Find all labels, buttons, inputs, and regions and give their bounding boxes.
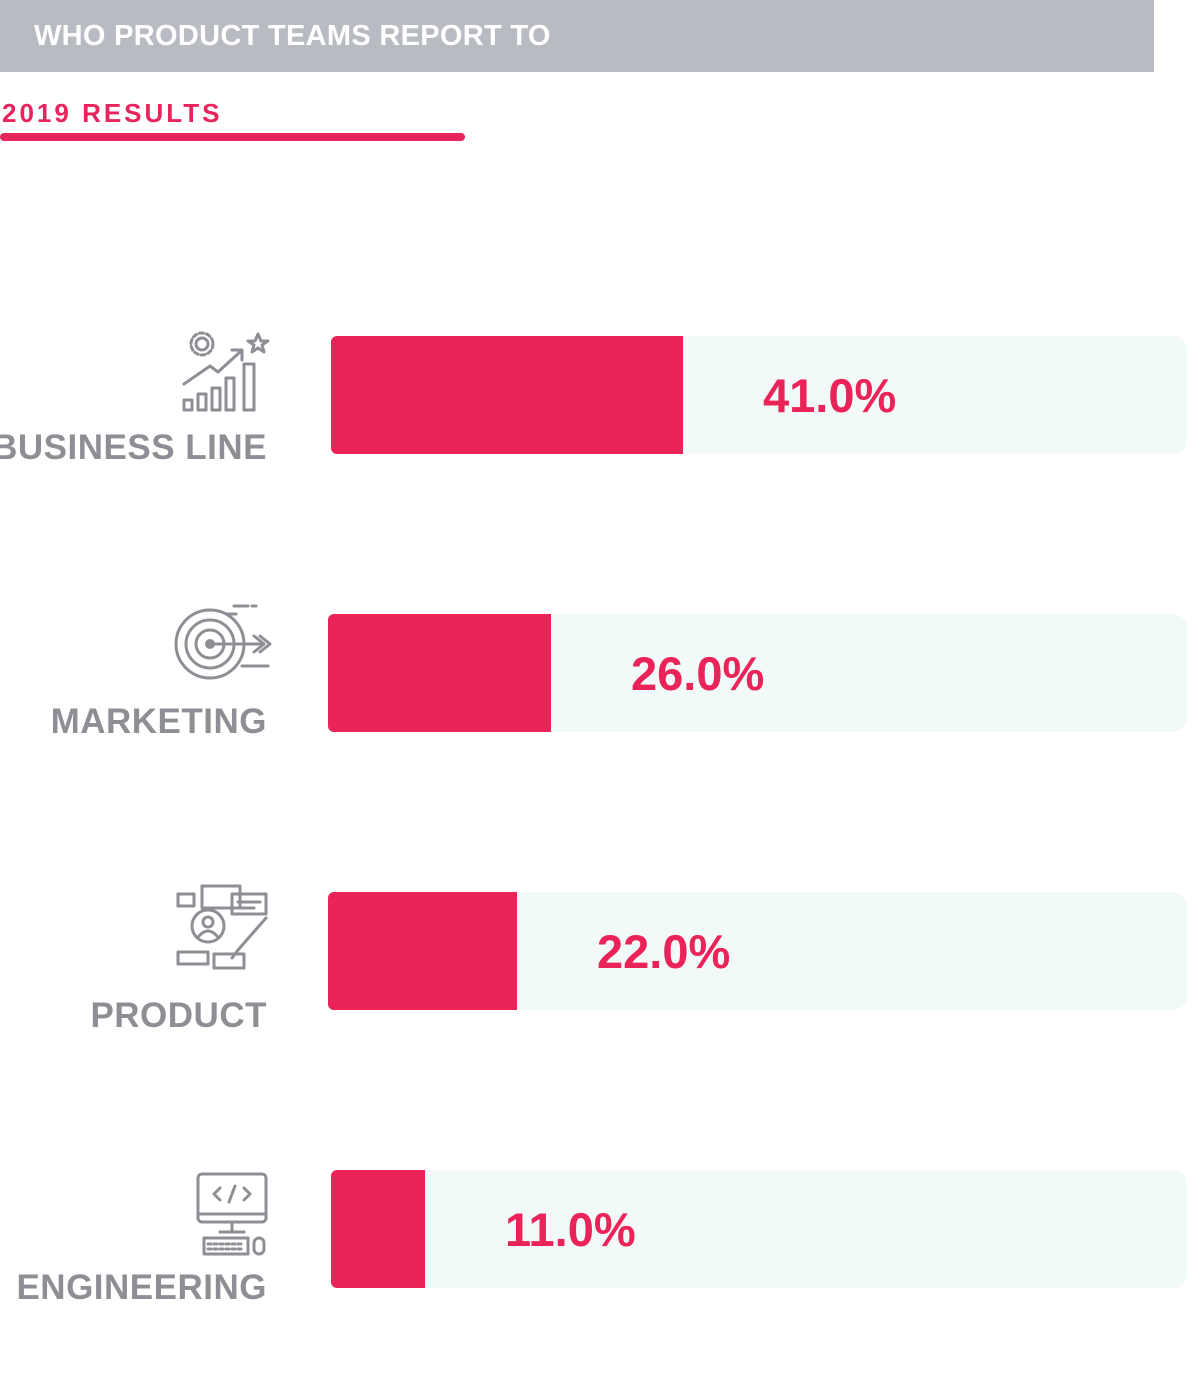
data-label: 41.0% <box>763 368 897 422</box>
growth-chart-icon <box>172 326 272 416</box>
product-design-icon <box>172 882 272 972</box>
bar-track: 41.0% <box>331 336 1187 454</box>
bar-row: ENGINEERING 11.0% <box>0 1158 1201 1318</box>
bar-row: PRODUCT 22.0% <box>0 880 1201 1040</box>
bar-track: 22.0% <box>328 892 1187 1010</box>
results-subtitle: 2019 RESULTS <box>2 98 223 128</box>
data-label: 26.0% <box>631 646 765 700</box>
bar <box>331 336 683 454</box>
category-label: ENGINEERING <box>16 1268 267 1307</box>
bar-track: 26.0% <box>328 614 1187 732</box>
header-bar: WHO PRODUCT TEAMS REPORT TO <box>0 0 1154 72</box>
data-label: 22.0% <box>597 924 731 978</box>
page-title: WHO PRODUCT TEAMS REPORT TO <box>34 20 551 52</box>
bar <box>328 614 551 732</box>
bar <box>328 892 517 1010</box>
data-label: 11.0% <box>505 1202 636 1256</box>
target-icon <box>172 596 272 686</box>
category-label: PRODUCT <box>90 996 267 1035</box>
category-label: BUSINESS LINE <box>0 428 267 467</box>
bar <box>331 1170 425 1288</box>
bar-track: 11.0% <box>331 1170 1187 1288</box>
bar-row: MARKETING 26.0% <box>0 590 1201 750</box>
bar-row: BUSINESS LINE 41.0% <box>0 324 1201 474</box>
subtitle-underline <box>0 133 465 141</box>
category-label: MARKETING <box>50 702 267 741</box>
code-monitor-icon <box>172 1170 272 1260</box>
